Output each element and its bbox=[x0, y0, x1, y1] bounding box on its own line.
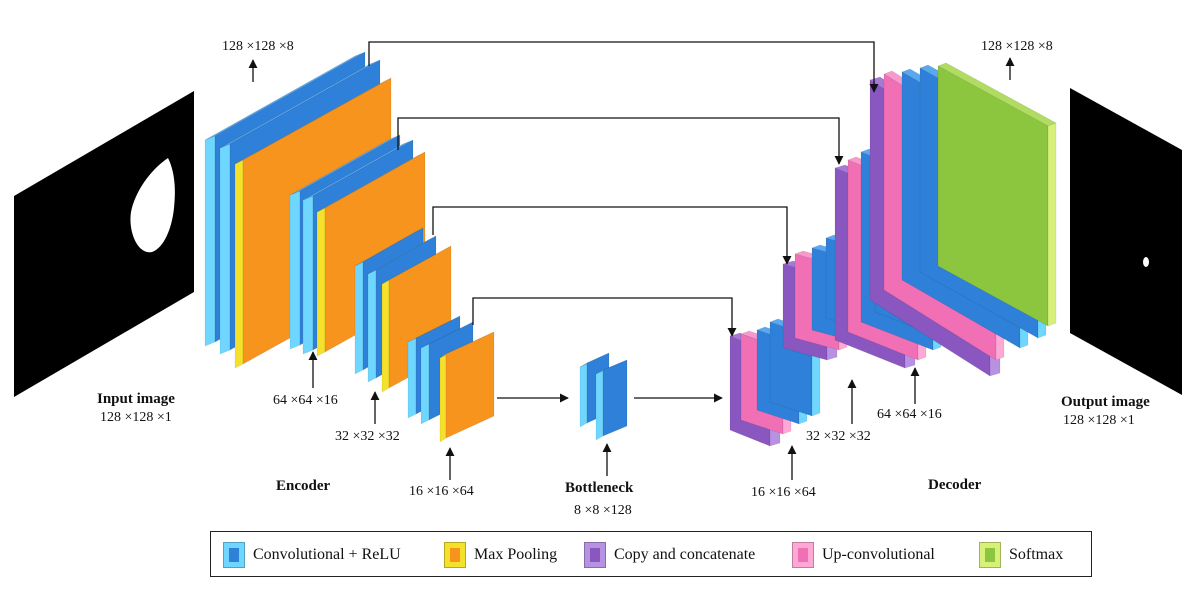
conv-relu-swatch-icon bbox=[223, 542, 245, 568]
bottleneck-title: Bottleneck bbox=[565, 480, 634, 496]
skip-connection-level2 bbox=[397, 117, 844, 165]
enc2-conv-a-edge bbox=[289, 190, 301, 350]
bottleneck-conv-a-edge bbox=[579, 362, 588, 428]
output-image bbox=[1070, 88, 1182, 395]
bottleneck-dims: 8 ×8 ×128 bbox=[574, 503, 632, 518]
max-pooling-swatch-icon bbox=[444, 542, 466, 568]
skip-connection-level3 bbox=[432, 206, 792, 265]
decoder-level3-dims: 32 ×32 ×32 bbox=[806, 429, 871, 444]
enc4-pool-face bbox=[445, 331, 495, 439]
input-image-dims: 128 ×128 ×1 bbox=[100, 410, 172, 425]
enc2-conv-b-edge bbox=[302, 195, 314, 355]
enc4-conv-a-edge bbox=[407, 337, 417, 419]
enc1-pool-edge bbox=[234, 159, 244, 369]
enc4-pool-edge bbox=[439, 353, 447, 443]
encoder-level2-dims: 64 ×64 ×16 bbox=[273, 393, 338, 408]
encoder-title: Encoder bbox=[276, 478, 331, 494]
legend-label: Softmax bbox=[1009, 546, 1064, 563]
enc4-pool bbox=[439, 331, 495, 443]
dec1-softmax-edge bbox=[1047, 122, 1057, 327]
legend-item-conv-relu: Convolutional + ReLU bbox=[223, 541, 401, 569]
enc2-pool-edge bbox=[316, 207, 326, 357]
legend-label: Convolutional + ReLU bbox=[253, 546, 401, 563]
decoder-title: Decoder bbox=[928, 477, 982, 493]
legend-item-max-pooling: Max Pooling bbox=[444, 541, 557, 569]
legend-label: Max Pooling bbox=[474, 546, 558, 563]
copy-concatenate-swatch-icon bbox=[584, 542, 606, 568]
encoder-level1-dims: 128 ×128 ×8 bbox=[222, 39, 294, 54]
legend-label: Copy and concatenate bbox=[614, 546, 756, 563]
decoder-level2-dims: 64 ×64 ×16 bbox=[877, 407, 942, 422]
dec1-softmax bbox=[937, 62, 1057, 327]
legend-label: Up-convolutional bbox=[822, 546, 935, 563]
legend-item-up-convolutional: Up-convolutional bbox=[792, 541, 935, 569]
input-image bbox=[14, 91, 194, 397]
decoder-level4-dims: 16 ×16 ×64 bbox=[751, 485, 816, 500]
legend: Convolutional + ReLU Max Pooling Copy an… bbox=[210, 531, 1092, 577]
skip-connection-level1 bbox=[368, 41, 879, 93]
encoder-level3-dims: 32 ×32 ×32 bbox=[335, 429, 400, 444]
layer-blocks bbox=[204, 51, 1057, 447]
legend-item-copy-concatenate: Copy and concatenate bbox=[584, 541, 755, 569]
legend-item-softmax: Softmax bbox=[979, 541, 1063, 569]
output-image-dims: 128 ×128 ×1 bbox=[1063, 413, 1135, 428]
enc3-conv-b-edge bbox=[367, 269, 377, 383]
enc3-pool-edge bbox=[381, 279, 390, 393]
skip-connection-level4 bbox=[472, 297, 737, 337]
bottleneck-conv-b-edge bbox=[595, 369, 604, 441]
bottleneck-conv-b-face bbox=[602, 359, 628, 437]
enc1-conv-b-edge bbox=[219, 143, 231, 355]
enc1-conv-a-edge bbox=[204, 135, 216, 347]
output-image-title: Output image bbox=[1061, 394, 1150, 410]
connection-arrows bbox=[248, 41, 1015, 480]
bottleneck-conv-b bbox=[595, 359, 628, 441]
softmax-swatch-icon bbox=[979, 542, 1001, 568]
input-image-title: Input image bbox=[97, 391, 175, 407]
enc3-conv-a-edge bbox=[354, 261, 364, 375]
up-convolutional-swatch-icon bbox=[792, 542, 814, 568]
encoder-level4-dims: 16 ×16 ×64 bbox=[409, 484, 474, 499]
decoder-level1-dims: 128 ×128 ×8 bbox=[981, 39, 1053, 54]
enc4-conv-b-edge bbox=[420, 343, 430, 425]
